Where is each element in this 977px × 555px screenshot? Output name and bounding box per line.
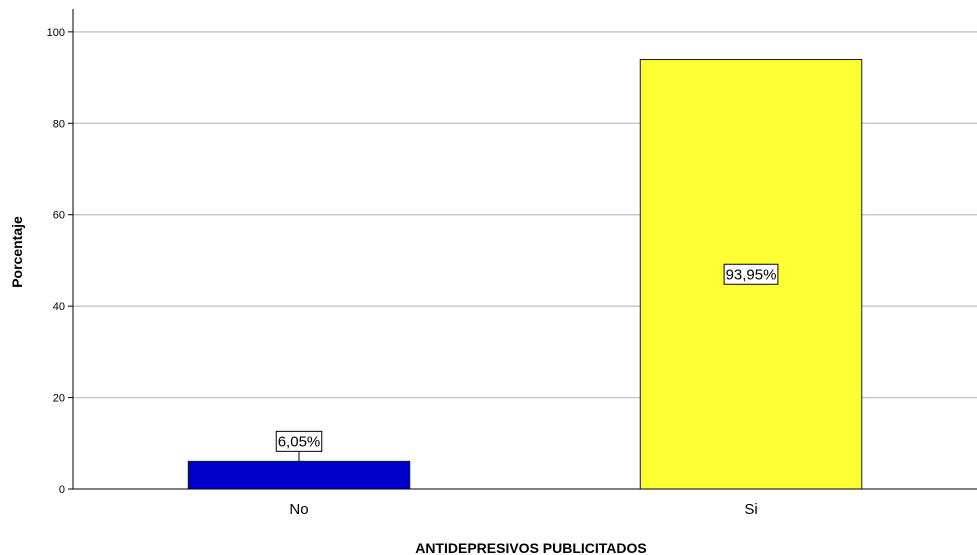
y-tick-label: 60 (53, 210, 65, 222)
y-tick-label: 40 (53, 301, 65, 313)
y-tick-label: 100 (47, 27, 65, 39)
x-category-label: No (289, 501, 308, 518)
bar-no (187, 460, 411, 490)
x-axis-categories: No Si (289, 501, 757, 518)
y-tick-label: 80 (53, 118, 65, 130)
data-label: 6,05% (278, 433, 321, 450)
data-label-box (723, 263, 779, 285)
y-axis-title: Porcentaje (9, 216, 25, 288)
y-tick-label: 0 (59, 484, 65, 496)
bars (187, 59, 863, 490)
data-labels: 6,05% 93,95% (275, 263, 779, 462)
y-tick-label: 20 (53, 393, 65, 405)
data-label: 93,95% (726, 266, 777, 283)
y-axis-ticks: 0 20 40 60 80 100 (47, 27, 73, 496)
x-category-label: Si (744, 501, 757, 518)
x-axis-title: ANTIDEPRESIVOS PUBLICITADOS (415, 540, 647, 555)
